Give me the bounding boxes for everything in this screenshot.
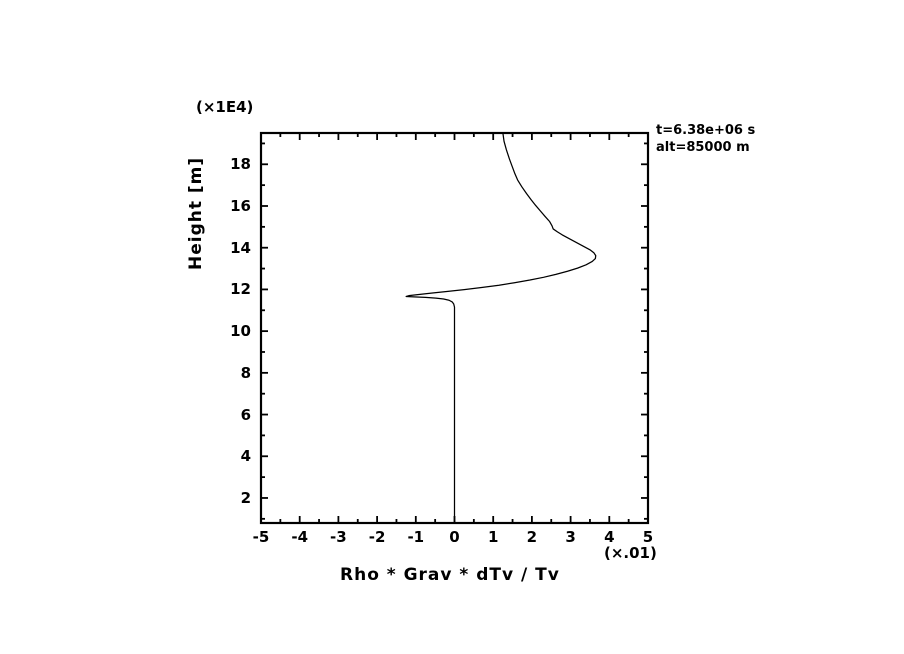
x-tick-label: -1 [407,528,425,546]
x-tick-label: 0 [449,528,460,546]
annotation-time: t=6.38e+06 s [656,123,756,138]
x-tick-label: 5 [642,528,654,546]
x-axis-multiplier-label: (×.01) [604,544,657,562]
y-tick-label: 10 [230,322,251,341]
y-tick-label: 16 [230,196,251,215]
y-tick-label: 8 [240,363,251,382]
x-tick-label: -4 [291,528,309,546]
x-tick-label: -3 [330,528,347,546]
y-tick-label: 18 [230,155,251,174]
data-series [405,132,597,524]
y-tick-label: 4 [240,447,251,466]
x-tick-label: -5 [252,528,270,546]
y-tick-label: 14 [230,238,251,257]
x-tick-label: 4 [604,528,615,546]
axis-ticks [260,133,649,523]
x-tick-label: 2 [526,528,538,546]
y-tick-label: 6 [240,405,251,424]
y-tick-label: 12 [230,280,251,299]
y-axis-multiplier-label: (×1E4) [196,98,254,116]
x-tick-label: -2 [368,528,386,546]
x-tick-label: 3 [565,528,576,546]
y-tick-label: 2 [240,488,251,507]
x-tick-label: 1 [487,528,499,546]
annotation-altitude: alt=85000 m [656,140,750,155]
x-axis-title: Rho * Grav * dTv / Tv [340,565,560,585]
plot-annotation: t=6.38e+06 s alt=85000 m [656,122,755,156]
